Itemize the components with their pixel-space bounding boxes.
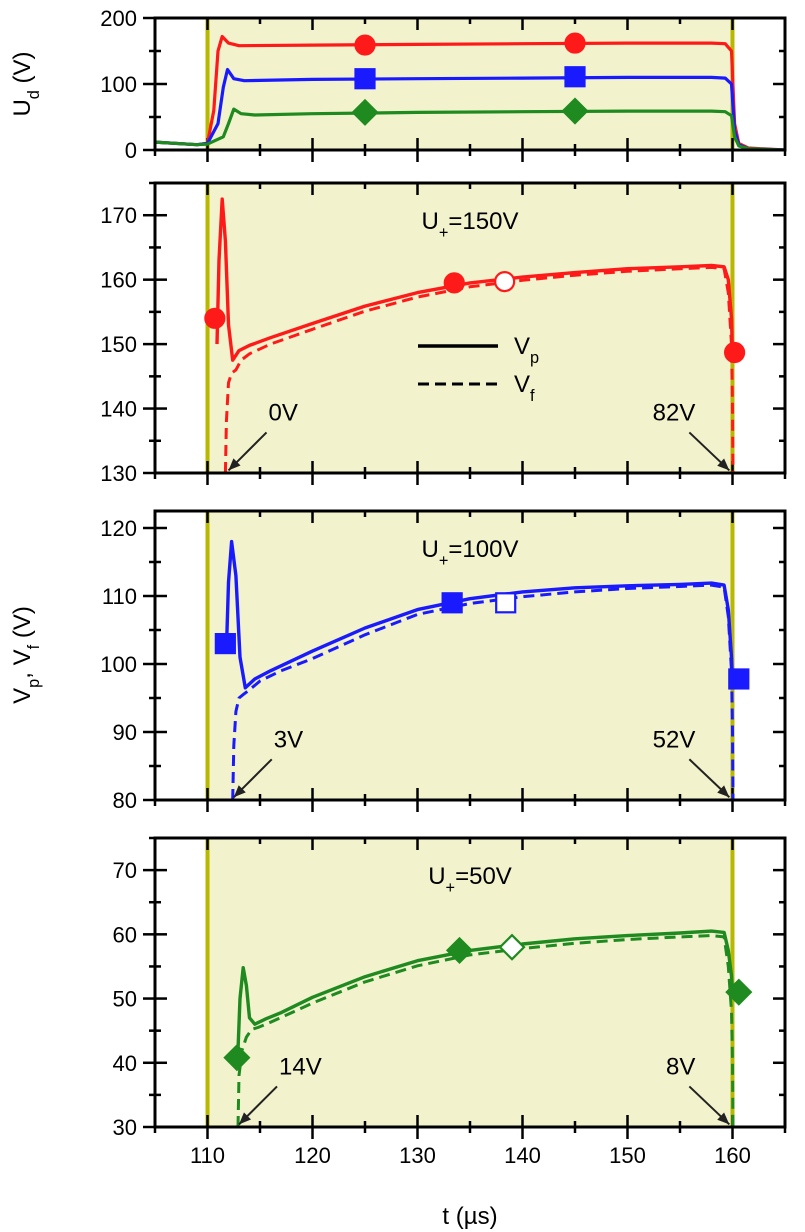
panel-frame	[153, 181, 787, 475]
y-tick-label: 200	[100, 6, 137, 31]
arrow-label: 82V	[653, 399, 696, 426]
x-tick-label: 130	[399, 1143, 436, 1168]
y-tick-label: 90	[113, 720, 137, 745]
data-marker	[204, 307, 226, 329]
y-tick-label: 170	[100, 203, 137, 228]
y-tick-label: 50	[113, 987, 137, 1012]
arrow-head	[239, 1112, 252, 1125]
x-axis-label: t (µs)	[442, 1203, 497, 1230]
y-tick-label: 160	[100, 268, 137, 293]
arrow-label: 8V	[666, 1053, 695, 1080]
arrow-head	[228, 458, 241, 471]
data-marker-open	[495, 592, 517, 614]
legend-vp-label: Vp	[514, 333, 539, 367]
data-marker	[723, 341, 746, 364]
panel-data	[155, 32, 785, 150]
ud-marker-green	[561, 97, 589, 125]
data-marker	[728, 668, 750, 690]
y-tick-label: 140	[100, 397, 137, 422]
panel-frame	[153, 509, 787, 802]
vf-series	[223, 265, 735, 473]
arrow-head	[233, 785, 246, 798]
y-tick-label: 110	[102, 584, 137, 609]
ud-series-green	[155, 107, 785, 150]
arrow-label: 52V	[653, 726, 696, 753]
y-tick-label: 100	[100, 72, 137, 97]
x-tick-label: 120	[294, 1143, 331, 1168]
pulse-window-shade	[207, 838, 733, 1127]
vp-series	[215, 197, 735, 362]
ud-axis-label: Ud (V)	[9, 51, 43, 116]
arrow-head	[717, 785, 730, 798]
chart-panel-1: 130 140 150 160 170 U+=150V 0V 82V Vp Vf	[100, 181, 787, 486]
ud-marker-blue	[564, 66, 586, 88]
y-tick-label: 120	[100, 516, 137, 541]
vp-series	[236, 929, 735, 1050]
panel-data	[236, 929, 735, 1127]
chart-panel-0: 0 100 200 Ud (V)	[9, 6, 787, 163]
y-tick-label: 150	[100, 332, 137, 357]
chart-panel-2: 80 90 100 110 120 U+=100V 3V 52V	[100, 509, 787, 813]
x-tick-label: 140	[504, 1143, 541, 1168]
ud-marker-red	[354, 34, 376, 56]
y-tick-label: 130	[100, 461, 137, 486]
vf-series	[236, 934, 735, 1127]
panel-frame	[153, 16, 787, 152]
y-tick-label: 40	[113, 1051, 137, 1076]
bias-annotation: U+=150V	[422, 208, 519, 242]
data-marker-open	[498, 933, 526, 961]
panel-frame	[153, 836, 787, 1129]
x-tick-label: 160	[714, 1143, 751, 1168]
arrow-label: 14V	[279, 1053, 322, 1080]
legend-vf-label: Vf	[514, 371, 535, 405]
vp-series	[224, 539, 735, 690]
data-marker	[223, 1044, 251, 1072]
bias-annotation: U+=50V	[428, 863, 512, 897]
pulse-window-shade	[207, 18, 733, 150]
y-tick-label: 70	[113, 858, 137, 883]
y-tick-label: 60	[113, 922, 137, 947]
data-marker	[725, 978, 753, 1006]
arrow-head	[717, 1112, 730, 1125]
panel-data	[215, 197, 735, 473]
data-marker	[443, 272, 465, 294]
y-tick-label: 0	[125, 138, 137, 163]
x-tick-label: 150	[609, 1143, 646, 1168]
bias-annotation: U+=100V	[422, 536, 519, 570]
arrow-head	[717, 458, 730, 471]
data-marker-open	[494, 271, 516, 293]
arrow-label: 3V	[274, 726, 303, 753]
y-tick-label: 30	[113, 1115, 137, 1140]
pulse-window-shade	[207, 511, 733, 800]
shared-y-axis-label: Vp, Vf (V)	[9, 606, 43, 704]
chart-panel-3: 30 40 50 60 70 U+=50V 14V 8V	[113, 836, 787, 1140]
ud-marker-green	[351, 98, 379, 126]
data-marker	[445, 936, 474, 964]
data-marker	[441, 592, 463, 614]
ud-marker-blue	[354, 68, 376, 90]
y-tick-label: 80	[113, 788, 137, 813]
data-marker	[214, 632, 236, 655]
ud-marker-red	[564, 32, 586, 54]
y-tick-label: 100	[100, 652, 137, 677]
x-tick-label: 110	[190, 1143, 225, 1168]
arrow-label: 0V	[269, 399, 298, 426]
